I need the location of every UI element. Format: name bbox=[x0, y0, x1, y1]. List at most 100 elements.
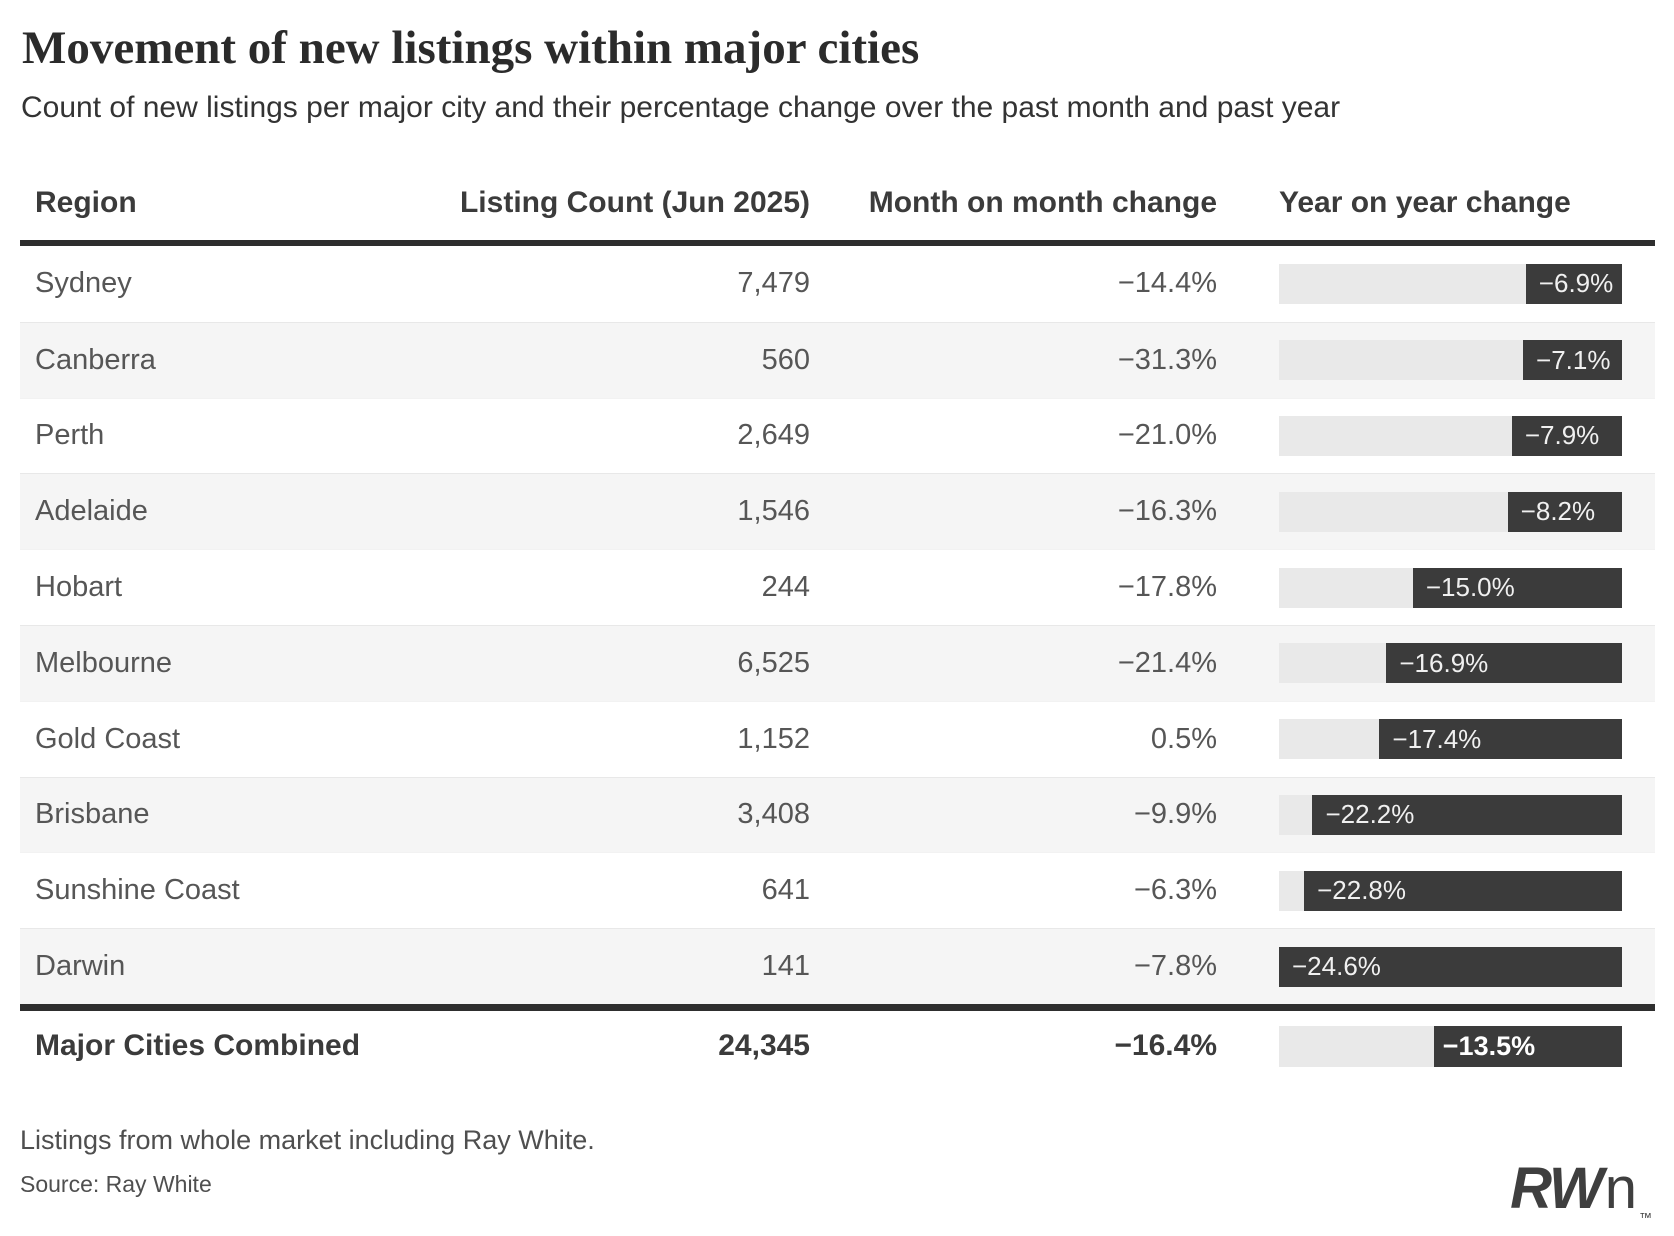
region-cell: Darwin bbox=[35, 950, 126, 983]
table-row: Hobart 244 −17.8% −15.0% bbox=[20, 549, 1655, 625]
mom-change-cell: −17.8% bbox=[1117, 571, 1217, 604]
yoy-bar-fill: −24.6% bbox=[1279, 946, 1622, 987]
table-row: Darwin 141 −7.8% −24.6% bbox=[20, 928, 1655, 1004]
yoy-bar-track: −16.9% bbox=[1279, 643, 1622, 684]
mom-change-cell: −21.0% bbox=[1117, 419, 1217, 452]
listing-count-cell: 3,408 bbox=[737, 798, 810, 831]
yoy-bar-track: −7.1% bbox=[1279, 340, 1622, 381]
total-yoy-bar-track: −13.5% bbox=[1279, 1025, 1622, 1067]
table-header-row: Region Listing Count (Jun 2025) Month on… bbox=[20, 182, 1655, 246]
yoy-bar-track: −22.8% bbox=[1279, 870, 1622, 911]
table-row: Perth 2,649 −21.0% −7.9% bbox=[20, 397, 1655, 474]
mom-change-cell: −31.3% bbox=[1117, 343, 1217, 376]
yoy-bar-track: −8.2% bbox=[1279, 491, 1622, 532]
yoy-bar-fill: −6.9% bbox=[1525, 263, 1622, 304]
rwn-logo-n: n bbox=[1604, 1156, 1637, 1221]
total-mom-change: −16.4% bbox=[1114, 1029, 1217, 1063]
yoy-bar-cell: −6.9% bbox=[1217, 263, 1655, 304]
yoy-bar-label: −7.9% bbox=[1524, 420, 1600, 451]
mom-change-cell: −6.3% bbox=[1133, 874, 1217, 907]
yoy-bar-track: −15.0% bbox=[1279, 567, 1622, 608]
region-cell: Sydney bbox=[35, 267, 132, 300]
listing-count-cell: 1,546 bbox=[737, 495, 810, 528]
yoy-bar-cell: −22.8% bbox=[1217, 870, 1655, 911]
region-cell: Brisbane bbox=[35, 798, 150, 831]
trademark-symbol: ™ bbox=[1639, 1210, 1652, 1225]
yoy-bar-label: −6.9% bbox=[1538, 268, 1614, 299]
yoy-bar-cell: −15.0% bbox=[1217, 567, 1655, 608]
yoy-bar-fill: −7.1% bbox=[1523, 340, 1622, 381]
listing-count-cell: 641 bbox=[761, 874, 810, 907]
yoy-bar-fill: −7.9% bbox=[1511, 415, 1622, 456]
yoy-bar-label: −8.2% bbox=[1520, 496, 1596, 527]
mom-change-cell: −9.9% bbox=[1133, 798, 1217, 831]
rwn-logo: RWn ™ bbox=[1510, 1155, 1652, 1225]
table-row: Canberra 560 −31.3% −7.1% bbox=[20, 321, 1655, 398]
region-cell: Adelaide bbox=[35, 495, 148, 528]
column-header-yoy-change: Year on year change bbox=[1279, 186, 1571, 219]
report-page: Movement of new listings within major ci… bbox=[0, 22, 1674, 1198]
yoy-bar-label: −24.6% bbox=[1292, 951, 1381, 982]
total-yoy-bar-fill: −13.5% bbox=[1433, 1025, 1622, 1067]
column-header-region: Region bbox=[35, 186, 137, 219]
yoy-bar-track: −24.6% bbox=[1279, 946, 1622, 987]
yoy-bar-label: −7.1% bbox=[1536, 344, 1611, 375]
listing-count-cell: 6,525 bbox=[737, 646, 810, 679]
column-header-listing-count: Listing Count (Jun 2025) bbox=[459, 186, 810, 219]
region-cell: Sunshine Coast bbox=[35, 874, 240, 907]
footnote: Listings from whole market including Ray… bbox=[20, 1124, 595, 1155]
yoy-bar-cell: −22.2% bbox=[1217, 794, 1655, 835]
table-row: Sydney 7,479 −14.4% −6.9% bbox=[20, 246, 1655, 322]
total-listing-count: 24,345 bbox=[718, 1029, 810, 1063]
table-body: Sydney 7,479 −14.4% −6.9% Canberra 560 −… bbox=[20, 246, 1655, 1004]
table-total-row: Major Cities Combined 24,345 −16.4% −13.… bbox=[20, 1003, 1655, 1082]
yoy-bar-label: −16.9% bbox=[1399, 647, 1489, 678]
column-header-mom-change: Month on month change bbox=[868, 186, 1217, 219]
mom-change-cell: 0.5% bbox=[1150, 722, 1217, 755]
yoy-bar-fill: −22.8% bbox=[1304, 870, 1622, 911]
yoy-bar-track: −7.9% bbox=[1279, 415, 1622, 456]
table-row: Brisbane 3,408 −9.9% −22.2% bbox=[20, 776, 1655, 853]
yoy-bar-fill: −8.2% bbox=[1507, 491, 1622, 532]
page-subtitle: Count of new listings per major city and… bbox=[21, 91, 1341, 124]
yoy-bar-track: −17.4% bbox=[1279, 719, 1622, 760]
table-row: Melbourne 6,525 −21.4% −16.9% bbox=[20, 624, 1655, 701]
yoy-bar-fill: −15.0% bbox=[1412, 567, 1622, 608]
total-yoy-bar-cell: −13.5% bbox=[1217, 1025, 1655, 1067]
region-cell: Gold Coast bbox=[35, 722, 181, 755]
listing-count-cell: 2,649 bbox=[737, 419, 810, 452]
yoy-bar-label: −22.2% bbox=[1325, 799, 1415, 830]
listing-count-cell: 560 bbox=[761, 343, 810, 376]
table-row: Sunshine Coast 641 −6.3% −22.8% bbox=[20, 852, 1655, 928]
source-line: Source: Ray White bbox=[20, 1170, 212, 1197]
yoy-bar-cell: −17.4% bbox=[1217, 719, 1655, 760]
yoy-bar-cell: −24.6% bbox=[1217, 946, 1655, 987]
yoy-bar-fill: −22.2% bbox=[1312, 794, 1622, 835]
mom-change-cell: −21.4% bbox=[1117, 646, 1217, 679]
region-cell: Perth bbox=[35, 419, 105, 452]
yoy-bar-track: −6.9% bbox=[1279, 263, 1622, 304]
total-region-label: Major Cities Combined bbox=[35, 1029, 361, 1063]
listing-count-cell: 244 bbox=[761, 571, 810, 604]
yoy-bar-cell: −8.2% bbox=[1217, 491, 1655, 532]
page-title: Movement of new listings within major ci… bbox=[22, 22, 920, 74]
region-cell: Hobart bbox=[35, 571, 123, 604]
yoy-bar-cell: −16.9% bbox=[1217, 643, 1655, 684]
listing-count-cell: 1,152 bbox=[737, 722, 810, 755]
region-cell: Canberra bbox=[35, 343, 156, 376]
table-row: Gold Coast 1,152 0.5% −17.4% bbox=[20, 700, 1655, 777]
table-row: Adelaide 1,546 −16.3% −8.2% bbox=[20, 473, 1655, 550]
rwn-logo-rw: RW bbox=[1510, 1156, 1604, 1221]
mom-change-cell: −14.4% bbox=[1117, 267, 1217, 300]
mom-change-cell: −7.8% bbox=[1133, 950, 1217, 983]
yoy-bar-label: −17.4% bbox=[1392, 723, 1482, 754]
yoy-bar-cell: −7.1% bbox=[1217, 340, 1655, 381]
listing-count-cell: 7,479 bbox=[737, 267, 810, 300]
yoy-bar-track: −22.2% bbox=[1279, 794, 1622, 835]
listing-count-cell: 141 bbox=[761, 950, 810, 983]
yoy-bar-label: −22.8% bbox=[1317, 875, 1407, 906]
yoy-bar-fill: −17.4% bbox=[1379, 719, 1622, 760]
mom-change-cell: −16.3% bbox=[1117, 495, 1217, 528]
region-cell: Melbourne bbox=[35, 646, 173, 679]
yoy-bar-fill: −16.9% bbox=[1386, 643, 1622, 684]
